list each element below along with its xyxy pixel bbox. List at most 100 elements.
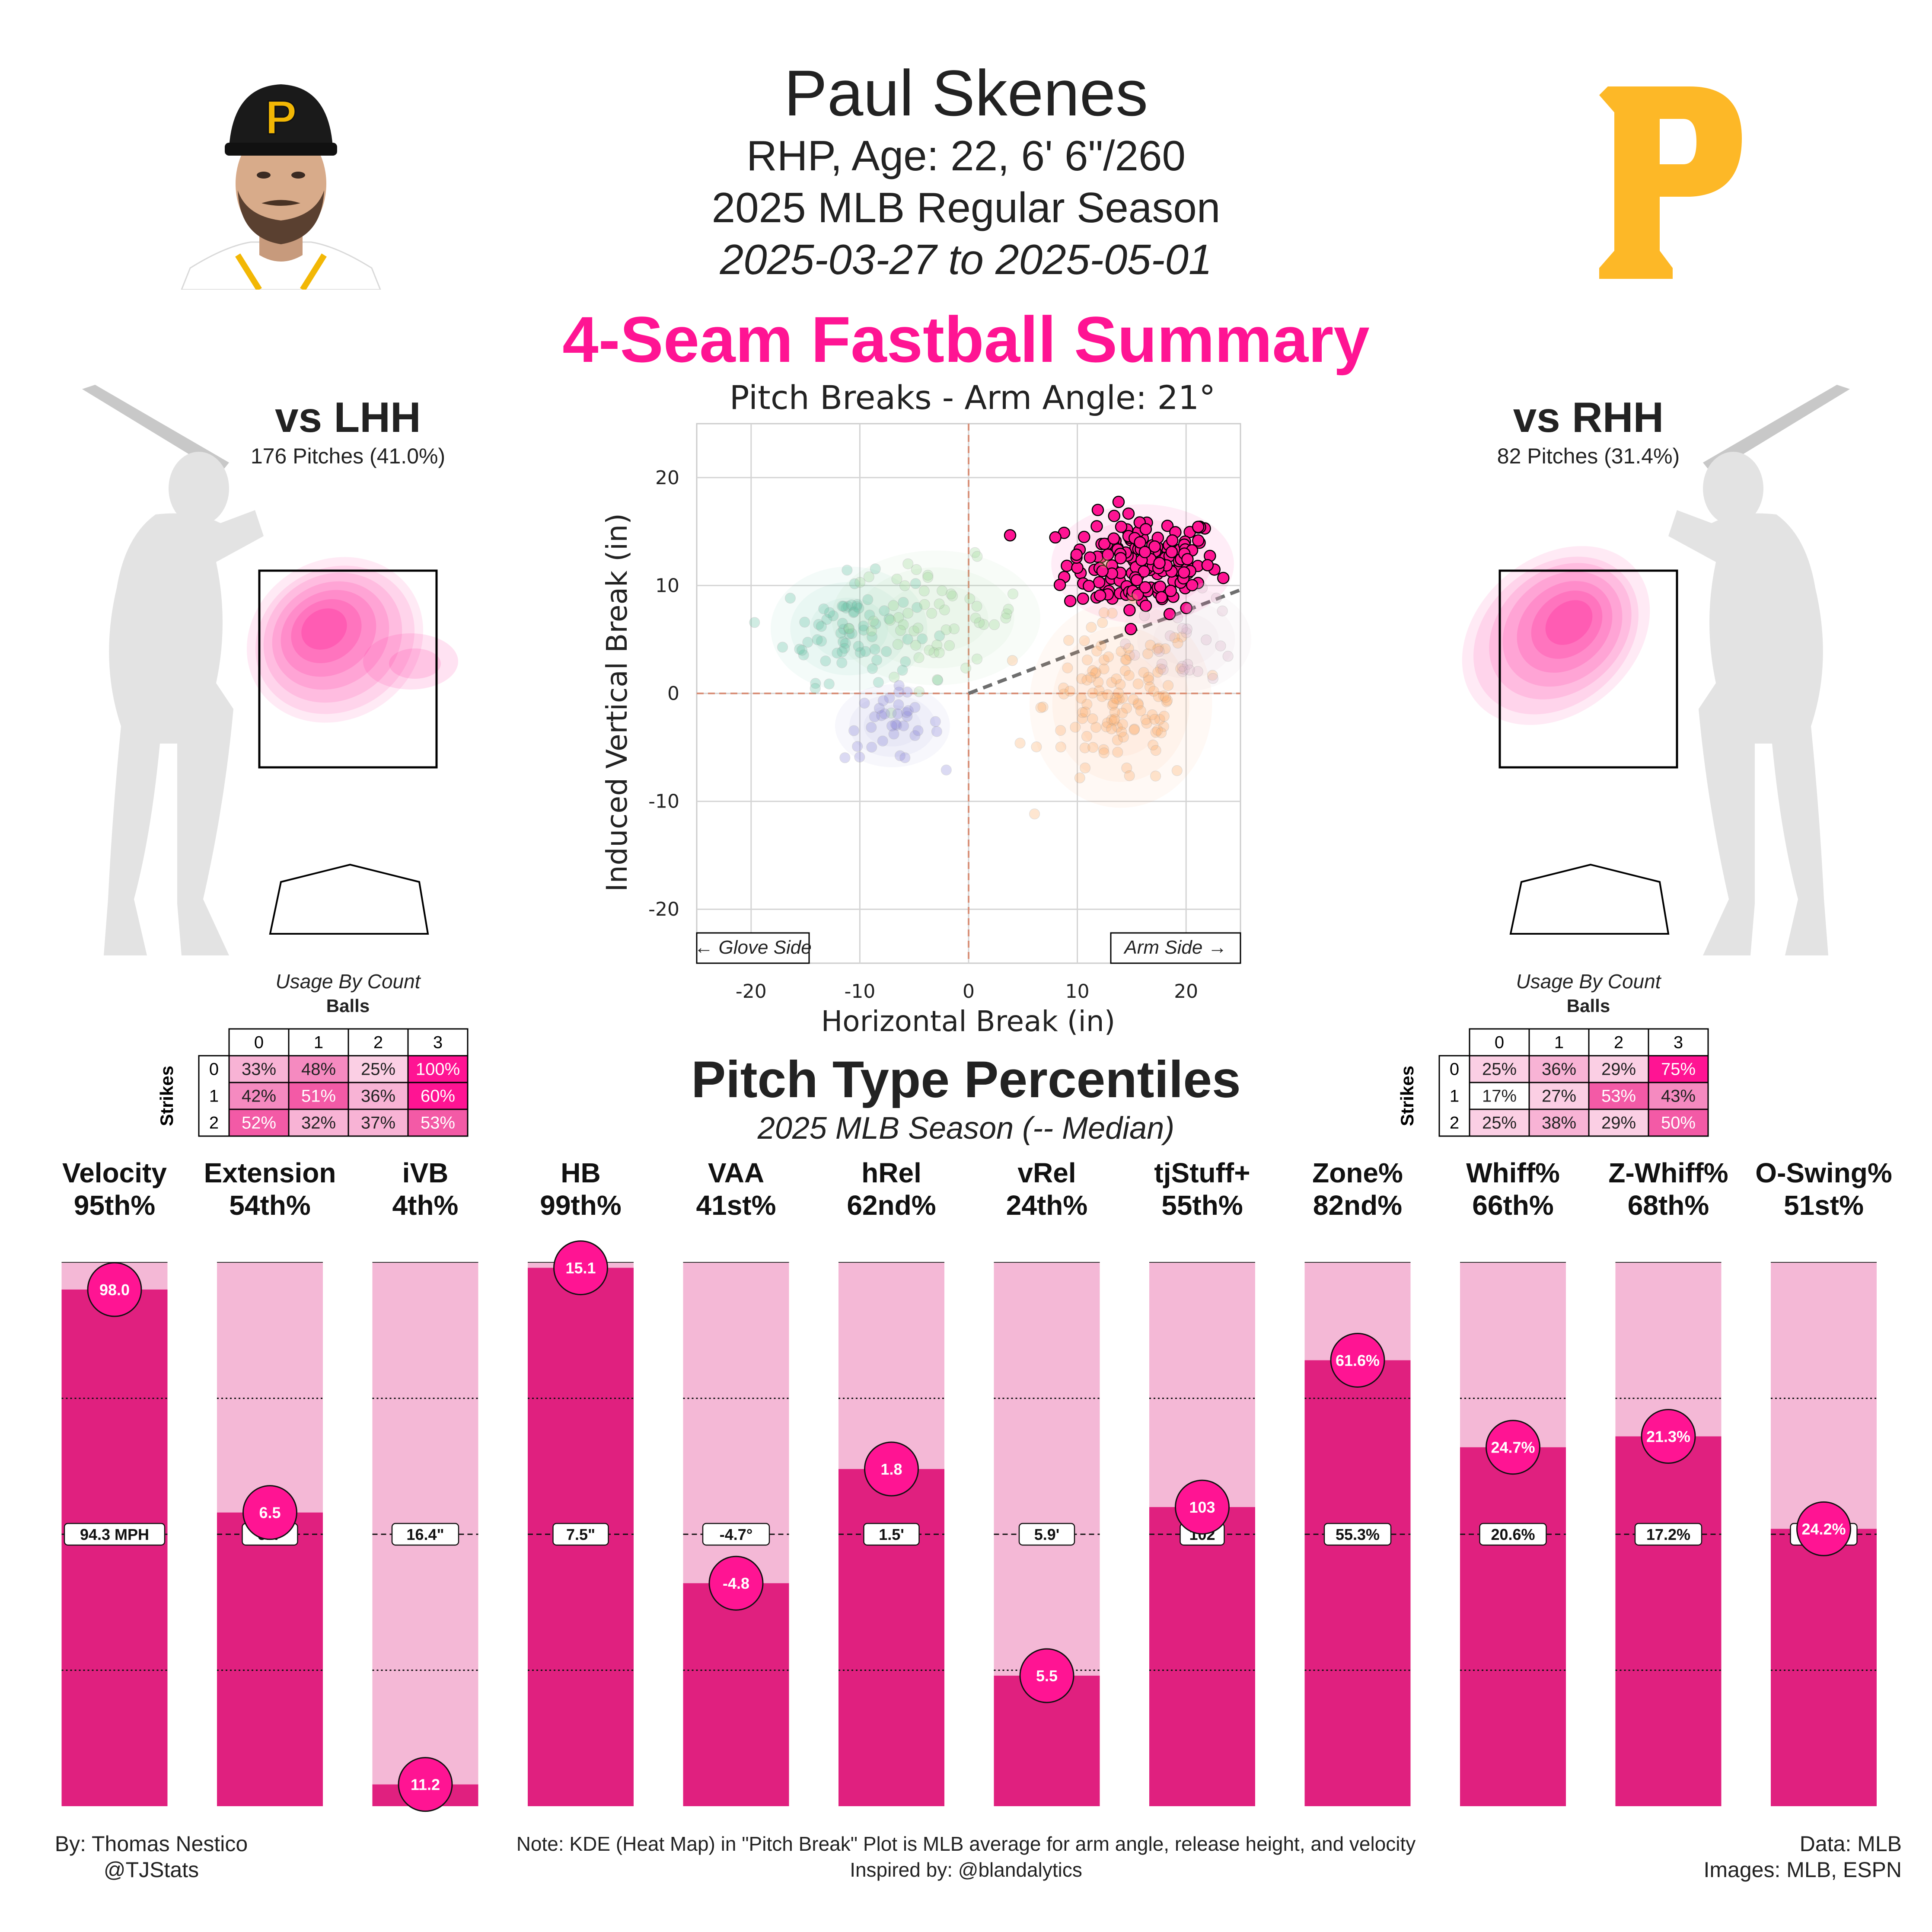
pitch-point	[1113, 687, 1124, 699]
pitch-point	[1106, 723, 1117, 734]
pitch-point	[934, 630, 945, 642]
pitch-point	[937, 585, 948, 596]
break-plot-title: Pitch Breaks - Arm Angle: 21°	[729, 378, 1216, 417]
pitch-point	[912, 623, 924, 634]
pitch-point	[842, 601, 854, 612]
pitch-point	[1217, 605, 1228, 616]
metric-name: VAA	[708, 1157, 764, 1188]
usage-cell	[228, 1108, 290, 1137]
metric-percentile: 82nd%	[1313, 1190, 1402, 1221]
pitch-point	[840, 638, 851, 649]
pitch-point	[848, 606, 860, 617]
usage-cell-value: 42%	[242, 1087, 276, 1106]
pitch-point	[1098, 537, 1111, 550]
pitch-point	[881, 646, 892, 657]
usage-cell-value: 53%	[421, 1114, 455, 1133]
pitch-point	[902, 558, 914, 569]
pitch-point	[1097, 691, 1108, 702]
pitch-point	[1129, 724, 1140, 735]
pitch-point	[1070, 722, 1081, 733]
pitch-point	[1055, 725, 1066, 736]
pitch-point	[1098, 655, 1109, 666]
pitch-point	[838, 600, 849, 612]
metric-percentile: 51st%	[1784, 1190, 1864, 1221]
player-name: Paul Skenes	[784, 57, 1148, 129]
pitch-point	[1139, 600, 1152, 612]
pitch-point	[893, 687, 905, 698]
metric-name: Extension	[204, 1157, 336, 1188]
pitch-point	[1007, 655, 1018, 666]
usage-row-header: 1	[209, 1087, 219, 1106]
percentile-fill	[1149, 1507, 1255, 1806]
pitch-point	[841, 603, 852, 614]
pitch-point	[1090, 668, 1101, 679]
pitch-point	[1087, 687, 1098, 699]
x-tick-label: 20	[1174, 980, 1198, 1003]
pitch-point	[1064, 594, 1077, 607]
lhh-balls-label: Balls	[326, 996, 370, 1016]
pitch-point	[1201, 634, 1212, 645]
pitch-point	[1091, 504, 1104, 516]
percentile-bar-group: O-Swing%51st%24.0%24.2%	[1755, 1157, 1892, 1806]
pitch-point	[1106, 714, 1117, 725]
pitch-point	[901, 707, 912, 718]
pitch-point	[1112, 747, 1123, 758]
pitch-point	[1001, 608, 1012, 620]
usage-cell-value: 29%	[1601, 1060, 1636, 1079]
pitch-point	[893, 612, 904, 623]
pitch-point	[1192, 666, 1203, 677]
pitch-point	[867, 631, 878, 642]
pitch-point	[1087, 665, 1098, 676]
metric-name: tjStuff+	[1154, 1157, 1250, 1188]
pitch-point	[909, 625, 920, 636]
usage-cell-value: 25%	[1482, 1114, 1517, 1133]
usage-row-header: 2	[1450, 1114, 1459, 1133]
pitch-point	[1143, 671, 1154, 683]
pitch-point	[1110, 693, 1121, 704]
pitch-point	[784, 593, 796, 604]
svg-text:P: P	[265, 91, 296, 144]
pitch-point	[1182, 659, 1193, 670]
pitch-summary-title: 4-Seam Fastball Summary	[562, 303, 1370, 376]
pitch-point	[853, 603, 864, 614]
pitch-point	[931, 726, 942, 737]
median-value: 94.3 MPH	[80, 1526, 149, 1543]
pitch-point	[1222, 651, 1234, 662]
pitch-point	[1086, 622, 1097, 633]
y-tick-label: 20	[655, 467, 679, 489]
arm-side-label: Arm Side →	[1123, 937, 1227, 958]
pitch-point	[1081, 699, 1093, 710]
rhh-usage-table: Strikes 0 1 2 3 0 25% 36% 29% 75% 1 17% 27% 53% 43% 2 25…	[1397, 1028, 1709, 1137]
pitch-point	[854, 647, 866, 658]
pitch-point	[1112, 495, 1125, 508]
pitch-point	[879, 605, 890, 616]
pitch-point	[1217, 572, 1230, 584]
metric-percentile: 68th%	[1628, 1190, 1709, 1221]
pitch-point	[902, 634, 913, 645]
usage-cell-value: 43%	[1661, 1087, 1696, 1106]
median-value-box	[1634, 1523, 1702, 1546]
pitch-point	[888, 600, 899, 611]
pitch-break-plot: -20 -10 0 10 20 20 10 0 -10 -20 Horizontal Break …	[600, 423, 1252, 1038]
player-value: 24.2%	[1801, 1520, 1846, 1538]
rhh-strikes-label: Strikes	[1397, 1066, 1417, 1126]
season-label: 2025 MLB Regular Season	[711, 184, 1221, 231]
pitch-point	[885, 615, 896, 626]
pitch-point	[1155, 663, 1166, 674]
pitch-point	[877, 695, 889, 706]
pitch-point	[898, 720, 909, 731]
pitch-point	[1102, 548, 1114, 561]
pitch-point	[940, 764, 952, 776]
pitch-point	[832, 648, 843, 659]
pitch-point	[866, 722, 877, 733]
pitch-point	[1153, 642, 1164, 654]
pitch-point	[1029, 808, 1040, 820]
player-value-marker	[1019, 1648, 1074, 1703]
usage-cell	[288, 1055, 349, 1083]
metric-percentile: 55th%	[1161, 1190, 1243, 1221]
pitch-point	[924, 645, 935, 656]
usage-cell-value: 33%	[242, 1060, 276, 1079]
y-tick-label: 0	[667, 683, 679, 705]
